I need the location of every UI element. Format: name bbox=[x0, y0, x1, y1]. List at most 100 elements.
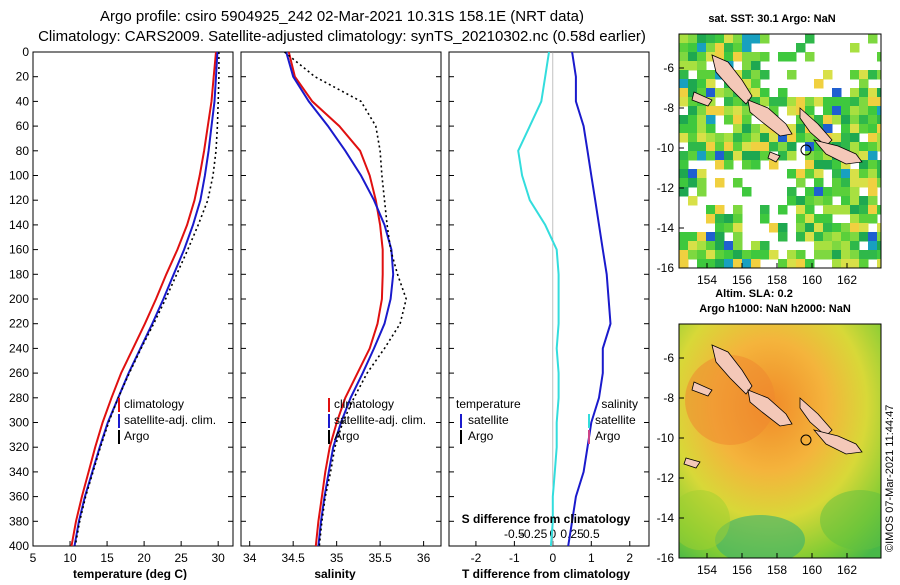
sst-cell bbox=[814, 187, 824, 197]
sst-cell bbox=[796, 133, 806, 143]
sst-cell bbox=[733, 106, 743, 116]
sst-cell bbox=[814, 214, 824, 224]
sst-cell bbox=[841, 115, 851, 125]
sst-cell bbox=[877, 115, 881, 125]
sst-cell bbox=[688, 61, 698, 71]
sst-cell bbox=[706, 115, 716, 125]
sst-cell bbox=[706, 79, 716, 89]
sst-cell bbox=[760, 133, 770, 143]
legend-climatology-label: climatology bbox=[334, 397, 394, 411]
sst-cell bbox=[787, 142, 797, 152]
sst-cell bbox=[787, 169, 797, 179]
sst-cell bbox=[679, 34, 689, 44]
sst-cell bbox=[688, 151, 698, 161]
island-shape bbox=[747, 99, 793, 137]
sst-cell bbox=[823, 151, 833, 161]
sst-cell bbox=[760, 97, 770, 107]
sst-cell bbox=[751, 79, 761, 89]
sst-cell bbox=[733, 259, 743, 268]
sst-cell bbox=[868, 232, 878, 242]
sst-cell bbox=[850, 124, 860, 134]
x-tick-label: 10 bbox=[63, 551, 77, 565]
depth-tick-label: 80 bbox=[16, 144, 30, 158]
sst-cell bbox=[787, 259, 797, 268]
sst-cell bbox=[688, 43, 698, 53]
salinity-plot-frame bbox=[240, 51, 442, 547]
sst-cell bbox=[823, 97, 833, 107]
sst-cell bbox=[724, 133, 734, 143]
sst-cell bbox=[679, 52, 689, 62]
sla-lat-axis: -6 -8 -10 -12 -14 -16 bbox=[657, 351, 684, 565]
difference-panel: -2 -1 0 1 2 -0.5-0.25 0 0.25 0.5 T difference f… bbox=[448, 51, 650, 581]
sst-cell bbox=[877, 169, 881, 179]
sst-cell bbox=[733, 151, 743, 161]
sst-cell bbox=[823, 205, 833, 215]
x-tick-label: 1 bbox=[588, 551, 595, 565]
sst-cell bbox=[868, 187, 878, 197]
t-difference-x-axis: -2 -1 0 1 2 bbox=[449, 51, 649, 565]
depth-tick-label: 180 bbox=[9, 267, 29, 281]
sst-cell bbox=[877, 232, 881, 242]
sst-cell bbox=[706, 241, 716, 251]
sst-cell bbox=[859, 97, 869, 107]
sst-cell bbox=[859, 205, 869, 215]
sst-cell bbox=[805, 34, 815, 44]
sst-cell bbox=[787, 151, 797, 161]
sst-cell bbox=[697, 151, 707, 161]
sst-cell bbox=[742, 43, 752, 53]
sst-cell bbox=[760, 205, 770, 215]
lon-tick-label: 158 bbox=[767, 563, 787, 577]
sst-map-title: sat. SST: 30.1 Argo: NaN bbox=[708, 13, 835, 25]
t-difference-x-label: T difference from climatology bbox=[462, 567, 630, 580]
sst-cell bbox=[859, 142, 869, 152]
lon-tick-label: 156 bbox=[732, 273, 752, 287]
sst-cell bbox=[859, 196, 869, 206]
sst-cell bbox=[850, 205, 860, 215]
x-tick-label: 34.5 bbox=[281, 551, 305, 565]
sst-cell bbox=[733, 205, 743, 215]
sst-cell bbox=[841, 133, 851, 143]
sst-cell bbox=[715, 259, 725, 268]
sst-cell bbox=[715, 250, 725, 260]
s-diff-tick-label: -0.5 bbox=[504, 527, 525, 541]
sst-cell bbox=[832, 241, 842, 251]
x-tick-label: 35.5 bbox=[368, 551, 392, 565]
sst-cell bbox=[814, 151, 824, 161]
sst-cell bbox=[679, 250, 689, 260]
sst-cell bbox=[733, 97, 743, 107]
sst-cell bbox=[850, 214, 860, 224]
sst-cell bbox=[859, 124, 869, 134]
sst-cell bbox=[841, 196, 851, 206]
sst-cell bbox=[823, 196, 833, 206]
sst-cell bbox=[832, 88, 842, 98]
x-tick-label: 34 bbox=[243, 551, 257, 565]
sst-cell bbox=[742, 61, 752, 71]
x-tick-label: 2 bbox=[626, 551, 633, 565]
sst-cell bbox=[742, 124, 752, 134]
sst-cell bbox=[832, 259, 842, 268]
depth-tick-label: 120 bbox=[9, 193, 29, 207]
lon-tick-label: 158 bbox=[767, 273, 787, 287]
sst-cell bbox=[841, 142, 851, 152]
sst-cell bbox=[805, 187, 815, 197]
depth-tick-label: 60 bbox=[16, 119, 30, 133]
salinity-panel: 34 34.5 35 35.5 36 salinity climatology sate… bbox=[240, 51, 442, 581]
sst-cell bbox=[679, 232, 689, 242]
sst-cell bbox=[724, 250, 734, 260]
sst-cell bbox=[679, 97, 689, 107]
lat-tick-label: -14 bbox=[657, 221, 675, 235]
sst-cell bbox=[877, 160, 881, 170]
sst-cell bbox=[715, 214, 725, 224]
sst-cell bbox=[841, 250, 851, 260]
s-difference-label: S difference from climatology bbox=[462, 512, 631, 526]
difference-legend: temperature satellite Argo salinity sate… bbox=[456, 397, 638, 444]
sst-cell bbox=[733, 34, 743, 44]
sst-cell bbox=[841, 169, 851, 179]
sst-cell bbox=[742, 34, 752, 44]
sst-cell bbox=[688, 232, 698, 242]
sst-field bbox=[679, 34, 881, 268]
sst-cell bbox=[697, 169, 707, 179]
sst-cell bbox=[724, 97, 734, 107]
sst-cell bbox=[715, 178, 725, 188]
sst-cell bbox=[850, 232, 860, 242]
